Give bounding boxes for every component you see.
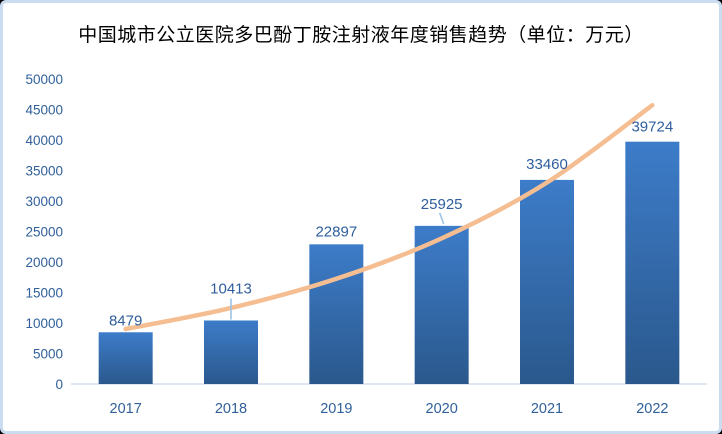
bar-2018 [204, 320, 258, 384]
y-tick-label: 35000 [25, 164, 63, 179]
bar-2020 [414, 225, 469, 384]
data-label-2021: 33460 [526, 156, 568, 173]
bar-2019 [309, 244, 364, 384]
data-label-2020: 25925 [421, 196, 463, 213]
leader-line [438, 212, 445, 225]
x-tick-label: 2018 [215, 401, 247, 417]
x-tick-label: 2017 [110, 401, 142, 417]
y-tick-label: 40000 [25, 133, 63, 148]
data-label-2022: 39724 [631, 119, 673, 136]
bar-2021 [520, 179, 574, 384]
y-tick-label: 10000 [25, 316, 63, 331]
y-tick-label: 5000 [33, 347, 63, 362]
y-tick-label: 30000 [25, 194, 63, 209]
x-tick-label: 2019 [320, 401, 352, 417]
x-tick-label: 2020 [426, 401, 458, 417]
y-tick-label: 50000 [25, 72, 63, 87]
x-tick-label: 2021 [531, 401, 563, 417]
y-tick-label: 15000 [25, 286, 63, 301]
data-label-2019: 22897 [315, 223, 357, 240]
y-tick-label: 45000 [25, 103, 63, 118]
chart-title: 中国城市公立医院多巴酚丁胺注射液年度销售趋势（单位：万元） [78, 25, 644, 46]
y-tick-label: 20000 [25, 255, 63, 270]
chart-plot: 0 5000 10000 15000 20000 25000 30000 35000 40000… [25, 72, 707, 417]
trendline-curve [123, 102, 655, 332]
y-tick-label: 25000 [25, 225, 63, 240]
data-label-2018: 10413 [210, 280, 252, 297]
y-tick-label: 0 [55, 377, 63, 392]
x-tick-label: 2022 [636, 401, 668, 417]
bar-2017 [98, 332, 153, 384]
data-label-2017: 8479 [109, 312, 142, 329]
bar-2022 [625, 141, 680, 384]
